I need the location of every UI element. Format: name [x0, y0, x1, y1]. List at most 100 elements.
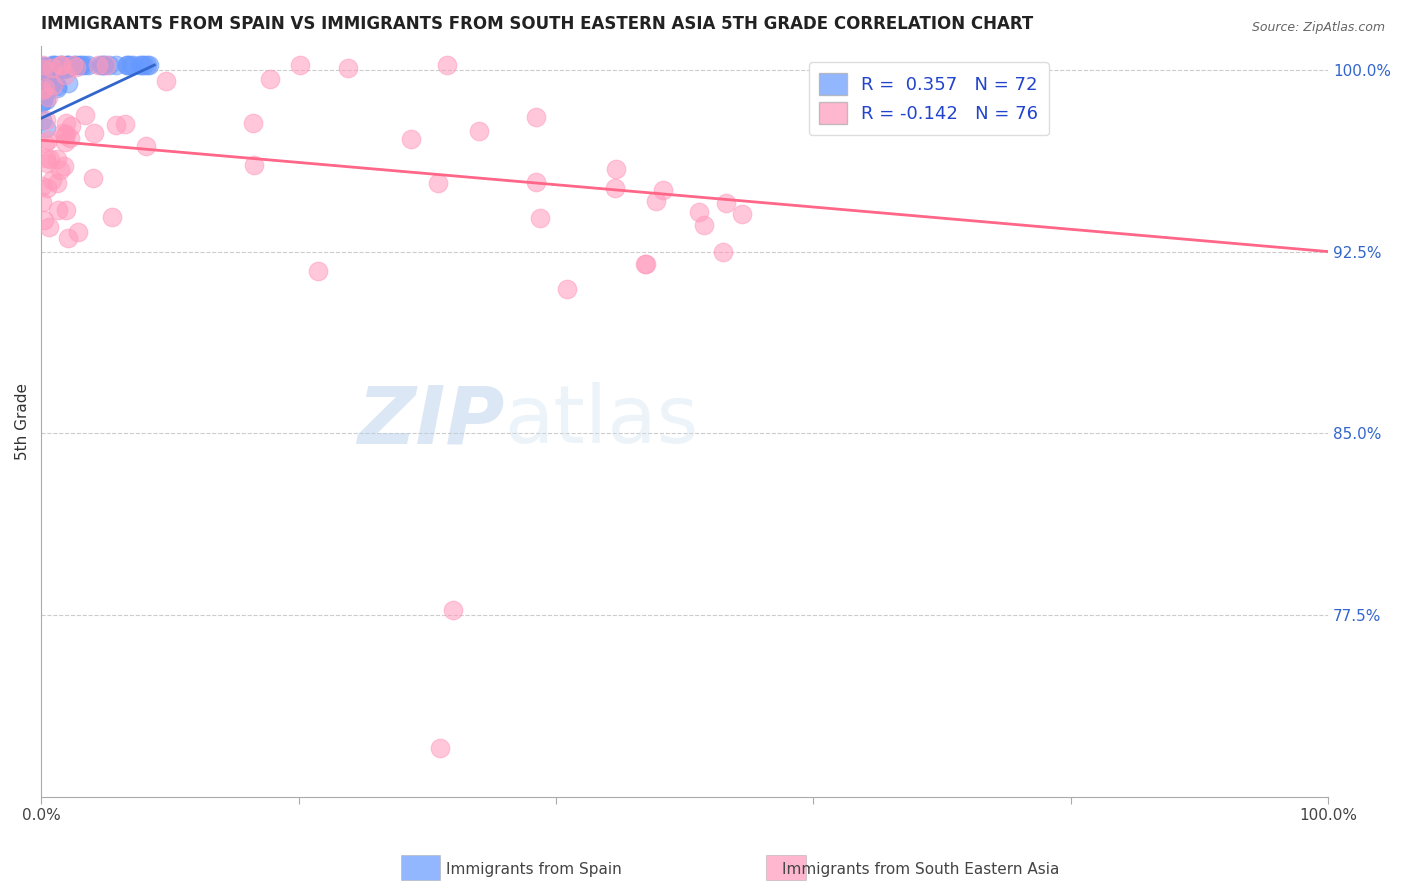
FancyBboxPatch shape	[766, 855, 806, 880]
Point	[87, 58, 110, 72]
Point	[37, 181, 59, 195]
Point	[56, 61, 79, 75]
Point	[45, 79, 67, 94]
Point	[41, 58, 63, 72]
Point	[90, 58, 112, 72]
Point	[83, 126, 105, 140]
Point	[34, 68, 56, 82]
Point	[32, 89, 55, 103]
Point	[307, 264, 329, 278]
Point	[34, 80, 56, 95]
Point	[652, 183, 675, 197]
Point	[37, 69, 59, 83]
Point	[46, 176, 69, 190]
Point	[31, 67, 53, 81]
Point	[31, 83, 53, 97]
Point	[37, 89, 59, 103]
Point	[31, 77, 53, 91]
Point	[117, 58, 139, 72]
Point	[65, 58, 87, 72]
Point	[34, 60, 56, 74]
Point	[53, 62, 76, 76]
Point	[98, 58, 121, 72]
Point	[31, 66, 53, 80]
Point	[31, 59, 53, 73]
Point	[55, 128, 77, 143]
Point	[30, 66, 52, 80]
Point	[44, 64, 66, 78]
Point	[41, 78, 63, 93]
Point	[31, 72, 53, 87]
Point	[41, 173, 63, 187]
Point	[32, 62, 55, 76]
Point	[31, 64, 53, 78]
Point	[32, 58, 55, 72]
Point	[38, 219, 60, 234]
Point	[242, 116, 264, 130]
Point	[104, 58, 127, 72]
Point	[31, 74, 53, 88]
Point	[633, 257, 655, 271]
Point	[49, 58, 72, 72]
Text: IMMIGRANTS FROM SPAIN VS IMMIGRANTS FROM SOUTH EASTERN ASIA 5TH GRADE CORRELATIO: IMMIGRANTS FROM SPAIN VS IMMIGRANTS FROM…	[41, 15, 1033, 33]
Point	[82, 171, 104, 186]
Point	[288, 58, 311, 72]
Point	[32, 62, 55, 77]
Point	[714, 196, 737, 211]
Point	[31, 178, 53, 193]
Point	[524, 175, 547, 189]
Point	[53, 135, 76, 149]
Text: Source: ZipAtlas.com: Source: ZipAtlas.com	[1251, 21, 1385, 34]
Point	[243, 158, 266, 172]
Point	[429, 741, 451, 756]
Point	[138, 58, 160, 72]
Point	[45, 81, 67, 95]
Text: Immigrants from South Eastern Asia: Immigrants from South Eastern Asia	[782, 863, 1060, 877]
Point	[32, 213, 55, 227]
Point	[731, 207, 754, 221]
Point	[65, 58, 87, 72]
Point	[53, 159, 76, 173]
Point	[605, 181, 627, 195]
Point	[37, 60, 59, 74]
Point	[59, 119, 82, 133]
Point	[73, 58, 96, 72]
Point	[115, 58, 138, 72]
Y-axis label: 5th Grade: 5th Grade	[15, 383, 30, 459]
Point	[31, 65, 53, 79]
Point	[122, 58, 145, 72]
Point	[49, 58, 72, 72]
Point	[44, 58, 66, 72]
Point	[688, 205, 710, 219]
Point	[104, 118, 127, 132]
FancyBboxPatch shape	[401, 855, 440, 880]
Text: Immigrants from Spain: Immigrants from Spain	[447, 863, 621, 877]
Point	[96, 58, 118, 72]
Point	[134, 58, 156, 72]
Point	[56, 58, 79, 72]
Point	[53, 68, 76, 82]
Point	[34, 113, 56, 128]
Point	[66, 226, 89, 240]
Point	[31, 78, 53, 92]
Point	[37, 76, 59, 90]
Point	[468, 124, 491, 138]
Point	[42, 74, 65, 88]
Point	[35, 60, 58, 74]
Point	[62, 58, 84, 72]
Point	[55, 203, 77, 218]
Point	[259, 71, 281, 86]
Point	[41, 62, 63, 76]
Point	[53, 60, 76, 74]
Point	[32, 72, 55, 87]
Point	[51, 58, 73, 72]
Point	[52, 126, 75, 140]
Point	[31, 78, 53, 93]
Point	[39, 80, 62, 95]
Point	[37, 74, 59, 88]
Point	[34, 78, 56, 92]
Point	[39, 75, 62, 89]
Point	[35, 68, 58, 82]
Point	[35, 78, 58, 92]
Point	[76, 58, 98, 72]
